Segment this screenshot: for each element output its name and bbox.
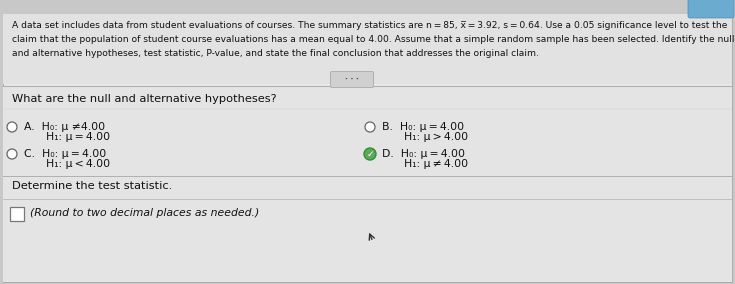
FancyBboxPatch shape <box>331 72 373 87</box>
Text: A data set includes data from student evaluations of courses. The summary statis: A data set includes data from student ev… <box>12 21 728 30</box>
Circle shape <box>364 148 376 160</box>
Text: H₁: μ < 4.00: H₁: μ < 4.00 <box>32 159 110 169</box>
FancyBboxPatch shape <box>3 14 732 84</box>
Text: D.  H₀: μ = 4.00: D. H₀: μ = 4.00 <box>382 149 465 159</box>
Text: C.  H₀: μ = 4.00: C. H₀: μ = 4.00 <box>24 149 107 159</box>
Text: A.  H₀: μ ≠4.00: A. H₀: μ ≠4.00 <box>24 122 105 132</box>
Circle shape <box>365 122 375 132</box>
Text: B.  H₀: μ = 4.00: B. H₀: μ = 4.00 <box>382 122 464 132</box>
Text: (Round to two decimal places as needed.): (Round to two decimal places as needed.) <box>30 208 259 218</box>
FancyBboxPatch shape <box>3 14 732 282</box>
FancyBboxPatch shape <box>688 0 734 18</box>
Circle shape <box>7 122 17 132</box>
Text: Determine the test statistic.: Determine the test statistic. <box>12 181 172 191</box>
FancyBboxPatch shape <box>3 86 732 282</box>
Text: · · ·: · · · <box>345 75 359 84</box>
Text: H₁: μ ≠ 4.00: H₁: μ ≠ 4.00 <box>390 159 468 169</box>
Text: ✓: ✓ <box>366 149 374 158</box>
Circle shape <box>7 149 17 159</box>
Text: claim that the population of student course evaluations has a mean equal to 4.00: claim that the population of student cou… <box>12 35 734 44</box>
Text: H₁: μ > 4.00: H₁: μ > 4.00 <box>390 132 468 142</box>
FancyBboxPatch shape <box>10 207 24 221</box>
Text: H₁: μ = 4.00: H₁: μ = 4.00 <box>32 132 110 142</box>
Text: What are the null and alternative hypotheses?: What are the null and alternative hypoth… <box>12 94 276 104</box>
Text: and alternative hypotheses, test statistic, P-value, and state the final conclus: and alternative hypotheses, test statist… <box>12 49 539 58</box>
